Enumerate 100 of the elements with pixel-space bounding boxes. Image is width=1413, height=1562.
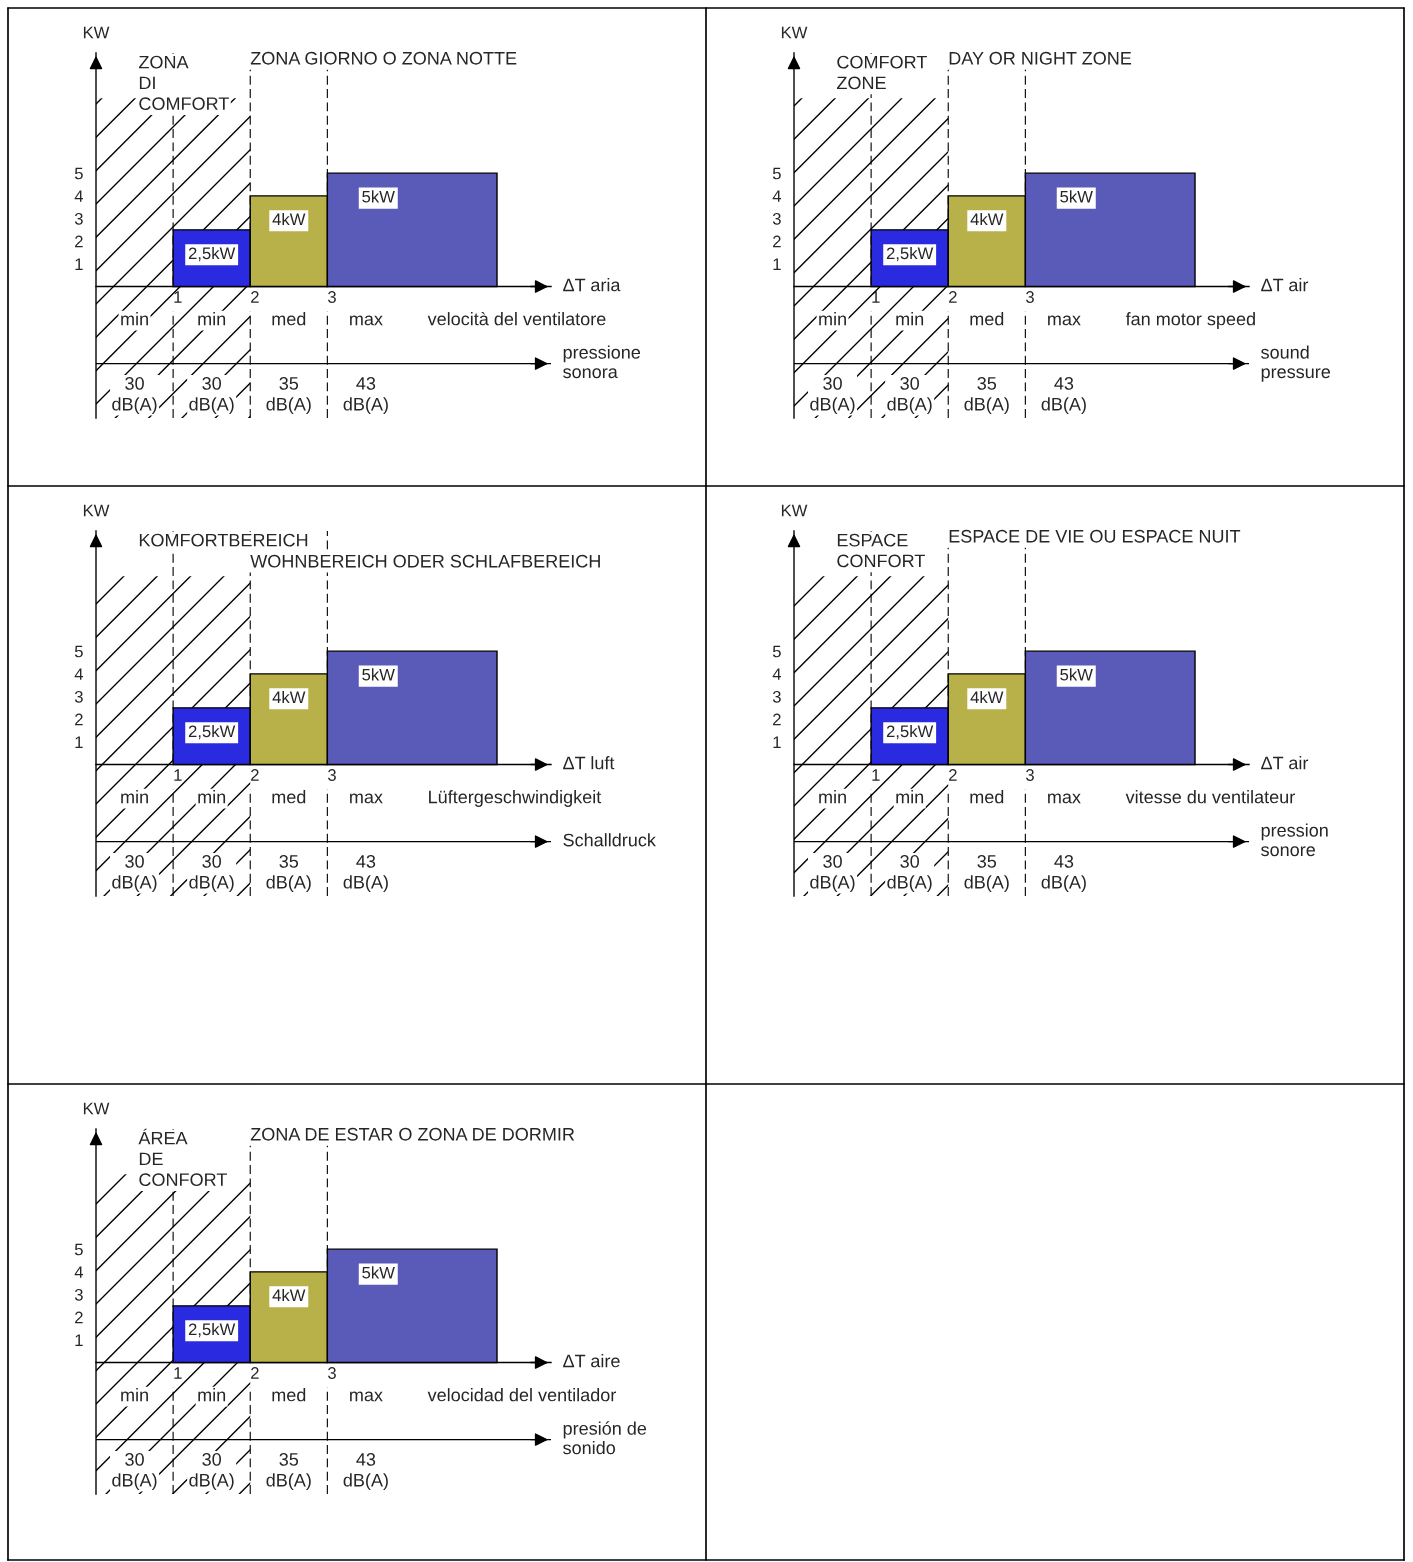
y-tick-label: 3 bbox=[772, 690, 781, 703]
x-tick-label: 2 bbox=[251, 291, 259, 303]
text: WOHNBEREICH ODER SCHLAFBEREICH bbox=[250, 554, 600, 568]
annotation: fan motor speed bbox=[1125, 312, 1255, 329]
annotation: KOMFORTBEREICH bbox=[139, 533, 308, 547]
y-tick-label: 2 bbox=[75, 1311, 83, 1324]
y-tick-label: 5 bbox=[74, 167, 83, 180]
annotation: max bbox=[1048, 793, 1081, 804]
x-tick-label: 3 bbox=[327, 1367, 336, 1379]
annotation: ZONA DI COMFORT bbox=[138, 55, 229, 111]
y-tick-label: 1 bbox=[75, 1334, 83, 1346]
data-label: 5kW bbox=[1060, 190, 1093, 203]
annotation: 35 dB(A) bbox=[266, 1453, 311, 1491]
annotation: max bbox=[350, 793, 383, 804]
x-axis-title: ΔT aire bbox=[563, 1354, 620, 1368]
y-tick-label: 1 bbox=[773, 258, 781, 270]
annotation: 30 dB(A) bbox=[887, 377, 932, 415]
data-label: 2,5kW bbox=[886, 247, 934, 262]
x-tick-label: 1 bbox=[174, 291, 182, 303]
data-label: 4kW bbox=[970, 691, 1004, 704]
annotation: ÁREA DE CONFORT bbox=[138, 1128, 227, 1187]
y-axis-title: KW bbox=[781, 26, 808, 39]
annotation: med bbox=[272, 312, 306, 326]
y-tick-label: 1 bbox=[75, 736, 83, 748]
annotation: med bbox=[272, 790, 306, 804]
x-tick-label: 3 bbox=[327, 291, 336, 303]
annotation: min bbox=[819, 312, 846, 326]
chart-title: DAY OR NIGHT ZONE bbox=[949, 51, 1132, 65]
y-axis-title: KW bbox=[781, 504, 808, 517]
ref-line-label: pressione sonora bbox=[563, 345, 641, 379]
data-label: 5kW bbox=[362, 190, 395, 203]
y-axis-title: KW bbox=[83, 1102, 110, 1115]
y-tick-label: 2 bbox=[773, 235, 781, 248]
annotation: min bbox=[121, 312, 148, 326]
y-tick-label: 5 bbox=[74, 645, 83, 658]
y-tick-label: 1 bbox=[773, 736, 781, 748]
y-tick-label: 2 bbox=[773, 713, 781, 726]
annotation: 30 dB(A) bbox=[887, 855, 932, 893]
annotation: 35 dB(A) bbox=[964, 377, 1009, 415]
annotation: 43 dB(A) bbox=[343, 855, 388, 893]
ref-line-label: sound pressure bbox=[1261, 345, 1331, 382]
annotation: ESPACE CONFORT bbox=[837, 533, 925, 568]
data-label: 4kW bbox=[970, 213, 1004, 226]
y-tick-label: 3 bbox=[772, 212, 781, 225]
annotation: 43 dB(A) bbox=[343, 377, 388, 415]
y-tick-label: 5 bbox=[772, 645, 781, 658]
x-tick-label: 2 bbox=[949, 769, 957, 781]
y-tick-label: 3 bbox=[74, 212, 83, 225]
annotation: vitesse du ventilateur bbox=[1125, 790, 1295, 804]
x-tick-label: 2 bbox=[251, 1367, 259, 1379]
annotation: min bbox=[819, 790, 846, 804]
y-tick-label: 4 bbox=[772, 668, 782, 680]
chart-title: ZONA GIORNO O ZONA NOTTE bbox=[250, 51, 517, 65]
annotation: 35 dB(A) bbox=[266, 855, 311, 893]
annotation: 30 dB(A) bbox=[189, 377, 234, 415]
data-label: 2,5kW bbox=[188, 725, 236, 740]
annotation: 30 dB(A) bbox=[810, 377, 855, 415]
y-tick-label: 3 bbox=[74, 690, 83, 703]
y-axis-title: KW bbox=[83, 504, 110, 517]
x-tick-label: 1 bbox=[872, 291, 880, 303]
annotation: 43 dB(A) bbox=[1041, 855, 1086, 893]
chart-title: ESPACE DE VIE OU ESPACE NUIT bbox=[949, 529, 1241, 543]
annotation: max bbox=[350, 1391, 383, 1402]
data-label: 5kW bbox=[362, 1266, 395, 1279]
x-axis-title: ΔT aria bbox=[563, 278, 621, 292]
ref-line-label: presión de sonido bbox=[563, 1421, 647, 1455]
y-tick-label: 2 bbox=[75, 235, 83, 248]
x-tick-label: 1 bbox=[174, 769, 182, 781]
data-label: 2,5kW bbox=[188, 1323, 236, 1338]
x-tick-label: 3 bbox=[1025, 769, 1034, 781]
annotation: min bbox=[198, 312, 226, 326]
data-label: 5kW bbox=[362, 668, 395, 681]
annotation: 43 dB(A) bbox=[343, 1453, 388, 1491]
annotation: 30 dB(A) bbox=[112, 377, 157, 415]
annotation: 43 dB(A) bbox=[1041, 377, 1086, 415]
x-tick-label: 2 bbox=[949, 291, 957, 303]
x-tick-label: 1 bbox=[872, 769, 880, 781]
annotation: max bbox=[1048, 315, 1081, 326]
ref-line-label: pression sonore bbox=[1261, 823, 1328, 857]
annotation: Lüftergeschwindigkeit bbox=[429, 790, 602, 807]
annotation: med bbox=[970, 790, 1004, 804]
annotation: min bbox=[121, 790, 148, 804]
annotation: min bbox=[896, 790, 924, 804]
chart-title: ZONA DE ESTAR O ZONA DE DORMIR bbox=[250, 1127, 575, 1141]
y-tick-label: 4 bbox=[74, 190, 84, 202]
annotation: min bbox=[121, 1388, 148, 1402]
y-tick-label: 4 bbox=[772, 190, 782, 202]
annotation: max bbox=[350, 315, 383, 326]
data-label: 4kW bbox=[272, 213, 306, 226]
data-label: 2,5kW bbox=[886, 725, 934, 740]
annotation: min bbox=[198, 790, 226, 804]
x-axis-title: ΔT air bbox=[1261, 278, 1309, 292]
data-label: 5kW bbox=[1060, 668, 1093, 681]
y-tick-label: 5 bbox=[772, 167, 781, 180]
annotation: 35 dB(A) bbox=[964, 855, 1009, 893]
y-axis-title: KW bbox=[83, 26, 110, 39]
annotation: min bbox=[198, 1388, 226, 1402]
annotation: 30 dB(A) bbox=[112, 1453, 157, 1491]
annotation: 30 dB(A) bbox=[112, 855, 157, 893]
y-tick-label: 4 bbox=[74, 668, 84, 680]
